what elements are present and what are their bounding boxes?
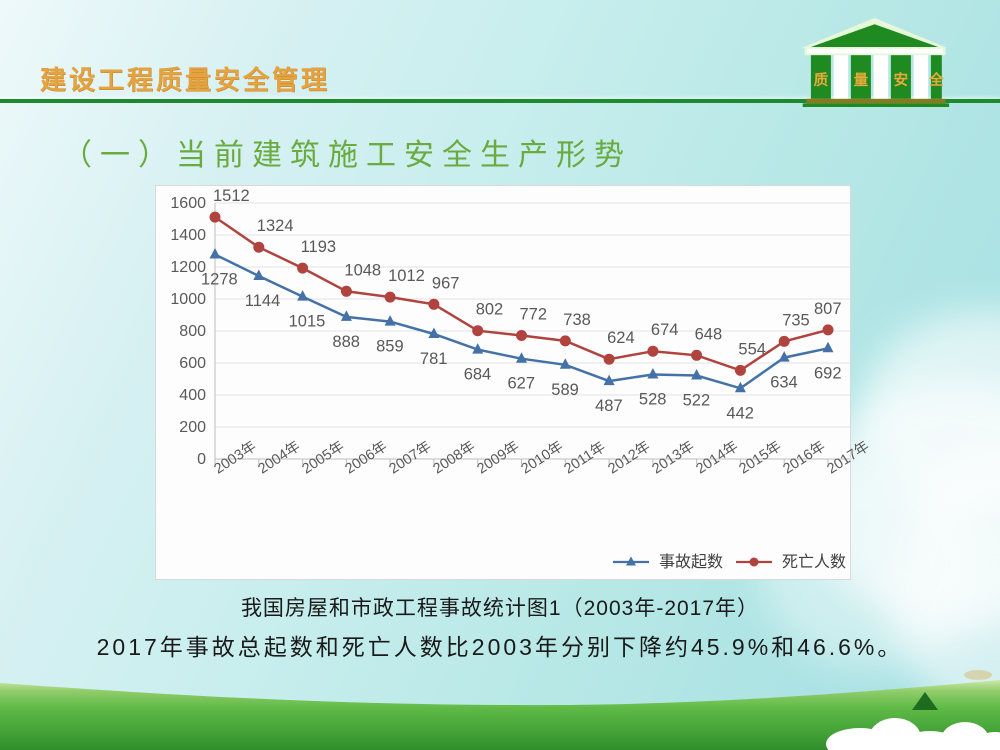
- svg-text:量: 量: [854, 72, 869, 89]
- svg-text:质: 质: [814, 71, 829, 89]
- svg-text:全: 全: [928, 71, 944, 89]
- svg-text:安: 安: [894, 71, 909, 89]
- svg-text:事故起数: 事故起数: [659, 553, 723, 571]
- svg-text:死亡人数: 死亡人数: [782, 553, 846, 571]
